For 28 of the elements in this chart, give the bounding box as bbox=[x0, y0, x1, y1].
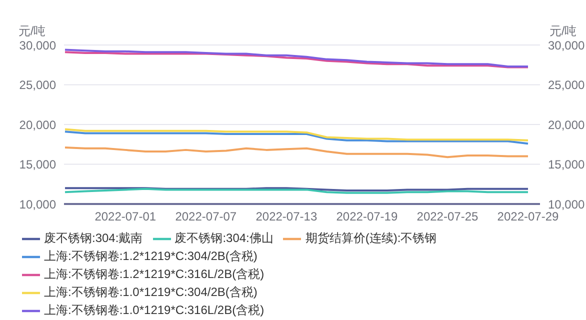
legend-label: 上海:不锈钢卷:1.0*1219*C:304/2B(含税) bbox=[44, 285, 258, 300]
y-tick-label: 30,000 bbox=[19, 38, 56, 52]
y2-tick-label: 15,000 bbox=[548, 158, 586, 172]
x-tick-label: 2022-07-25 bbox=[416, 210, 478, 224]
line-series bbox=[64, 128, 529, 142]
x-tick-label: 2022-07-29 bbox=[497, 210, 560, 224]
y2-tick-label: 25,000 bbox=[548, 78, 586, 92]
legend-label: 期货结算价(连续):不锈钢 bbox=[305, 231, 437, 246]
line-series bbox=[64, 130, 529, 145]
y2-tick-label: 20,000 bbox=[548, 118, 586, 132]
y2-tick-label: 30,000 bbox=[548, 38, 586, 52]
y-axis-title: 元/吨 bbox=[18, 24, 46, 38]
y-tick-label: 20,000 bbox=[19, 118, 56, 132]
line-series bbox=[64, 146, 529, 158]
x-tick-label: 2022-07-13 bbox=[256, 210, 318, 224]
y-tick-label: 25,000 bbox=[19, 78, 56, 92]
legend-label: 上海:不锈钢卷:1.2*1219*C:304/2B(含税) bbox=[44, 249, 258, 264]
y-tick-label: 15,000 bbox=[19, 158, 56, 172]
x-tick-label: 2022-07-01 bbox=[94, 210, 156, 224]
legend-label: 上海:不锈钢卷:1.0*1219*C:316L/2B(含税) bbox=[44, 303, 264, 318]
legend-label: 废不锈钢:304:佛山 bbox=[174, 231, 274, 246]
y-tick-label: 10,000 bbox=[19, 197, 56, 212]
y2-tick-label: 10,000 bbox=[548, 197, 586, 212]
y2-axis-title: 元/吨 bbox=[549, 24, 577, 38]
x-tick-label: 2022-07-19 bbox=[336, 210, 398, 224]
legend-label: 废不锈钢:304:戴南 bbox=[44, 231, 143, 246]
legend-label: 上海:不锈钢卷:1.2*1219*C:316L/2B(含税) bbox=[44, 267, 264, 282]
x-tick-label: 2022-07-07 bbox=[175, 210, 237, 224]
